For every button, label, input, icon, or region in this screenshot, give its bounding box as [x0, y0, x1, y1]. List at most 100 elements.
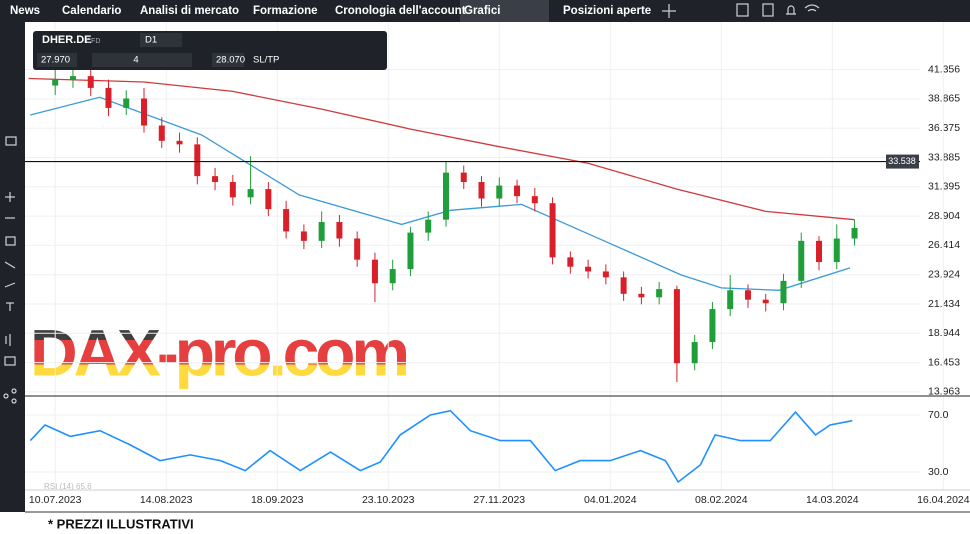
candle-body [673, 289, 680, 364]
bid[interactable]: 27.970 [41, 55, 70, 66]
ask[interactable]: 28.070 [216, 55, 245, 66]
nav-item[interactable]: Grafici [464, 5, 500, 17]
candle-body [300, 231, 307, 241]
candle-body [176, 140, 183, 145]
candle-body [833, 238, 840, 263]
candle-body [371, 259, 378, 284]
candle-body [229, 182, 236, 198]
candle-body [158, 125, 165, 141]
x-tick-label: 14.08.2023 [140, 494, 193, 506]
symbol[interactable]: DHER.DE [42, 34, 92, 46]
volume-box[interactable] [92, 53, 192, 67]
price-level-label: 33.538 [888, 156, 916, 166]
y-tick-label: 16.453 [928, 356, 960, 368]
candle-body [549, 203, 556, 258]
candle-body [247, 189, 254, 198]
candle-body [656, 289, 663, 298]
plot: 41.356 38.865 36.375 33.885 31.395 28.904 26.4… [25, 22, 970, 506]
candle-body [105, 87, 112, 108]
candle-body [336, 222, 343, 239]
active-tab [460, 0, 549, 22]
candle-body [762, 299, 769, 304]
watermark: DAX-pro.com [30, 315, 410, 389]
x-tick-label: 27.11.2023 [473, 494, 525, 506]
candle-body [780, 280, 787, 304]
candle-body [514, 185, 521, 197]
x-tick-label: 23.10.2023 [362, 494, 415, 506]
y-tick-label: 41.356 [928, 63, 960, 75]
y-tick-label: 28.904 [928, 210, 960, 222]
y-tick-label: 23.924 [928, 268, 960, 280]
candle-body [727, 290, 734, 310]
tool-icons [3, 3, 820, 404]
candle-body [389, 269, 396, 284]
candle-body [141, 98, 148, 126]
candle-body [691, 342, 698, 364]
moving-average [30, 96, 851, 291]
candle-body [851, 227, 858, 239]
y-tick-label: 31.395 [928, 181, 960, 193]
candle-body [585, 266, 592, 272]
candle-body [744, 290, 751, 300]
timeframe-box[interactable] [140, 33, 182, 47]
x-tick-label: 16.04.2024 [917, 494, 970, 506]
candle-body [567, 257, 574, 267]
candle-body [265, 189, 272, 210]
bid-box[interactable] [37, 53, 77, 67]
ask-box[interactable] [212, 53, 244, 67]
candle-body [425, 219, 432, 233]
nav-item[interactable]: Formazione [253, 5, 318, 17]
candle-body [123, 98, 130, 108]
x-tick-label: 08.02.2024 [695, 494, 748, 506]
candle-body [52, 79, 59, 86]
candle-body [318, 222, 325, 241]
timeframe[interactable]: D1 [145, 35, 157, 46]
x-tick-label: 14.03.2024 [806, 494, 859, 506]
candle-body [798, 240, 805, 281]
moving-average [28, 77, 855, 221]
y-tick-label: 70.0 [928, 409, 949, 421]
y-tick-label: 30.0 [928, 466, 949, 478]
footer: * PREZZI ILLUSTRATIVI [48, 516, 194, 531]
price-level-box [886, 154, 919, 169]
candle-body [620, 277, 627, 294]
kind: CFD [86, 38, 100, 45]
candle-body [531, 196, 538, 204]
x-tick-label: 04.01.2024 [584, 494, 637, 506]
candle-body [194, 144, 201, 177]
y-tick-label: 13.963 [928, 386, 960, 398]
candle-body [709, 309, 716, 343]
x-tick-label: 18.09.2023 [251, 494, 304, 506]
candle-body [354, 238, 361, 260]
candle-body [478, 182, 485, 199]
candle-body [442, 172, 449, 220]
candle-body [212, 176, 219, 183]
candle-body [816, 240, 823, 263]
rsi-line [29, 409, 853, 484]
candle-body [407, 232, 414, 270]
y-tick-label: 21.434 [928, 298, 960, 310]
candle-body [283, 209, 290, 232]
candle-body [460, 172, 467, 183]
candle-body [602, 271, 609, 278]
y-tick-label: 18.944 [928, 327, 960, 339]
candle-body [87, 76, 94, 88]
candle-body [496, 185, 503, 199]
candle-body [69, 76, 76, 80]
nav-item[interactable]: Analisi di mercato [140, 5, 239, 17]
x-tick-label: 10.07.2023 [29, 494, 82, 506]
y-tick-label: 38.865 [928, 93, 960, 105]
y-tick-label: 36.375 [928, 122, 960, 134]
rsi-label: RSI (14) 65.6 [44, 482, 92, 491]
y-tick-label: 33.885 [928, 151, 960, 163]
volume[interactable]: 4 [133, 55, 138, 66]
candle-body [638, 293, 645, 298]
y-tick-label: 26.414 [928, 239, 960, 251]
sltp[interactable]: SL/TP [253, 55, 279, 66]
nav-item[interactable]: News [10, 5, 40, 17]
nav-item[interactable]: Posizioni aperte [563, 5, 651, 17]
nav-item[interactable]: Cronologia dell'account [335, 5, 466, 17]
nav-item[interactable]: Calendario [62, 5, 121, 17]
